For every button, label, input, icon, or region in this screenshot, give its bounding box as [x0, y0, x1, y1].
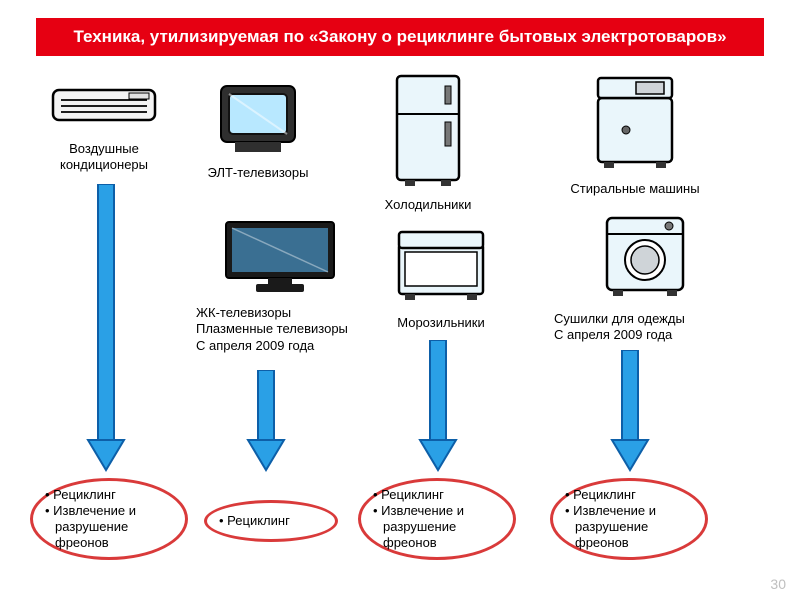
- arrow-ac: [84, 184, 128, 472]
- outcome-c: РециклингИзвлечение иразрушениефреонов: [358, 478, 516, 560]
- node-washer: Стиральные машины: [560, 72, 710, 197]
- page-number: 30: [770, 576, 786, 592]
- ac-icon: [49, 84, 159, 132]
- freezer-icon: [391, 226, 491, 306]
- washer-icon: [590, 72, 680, 172]
- outcome-a: РециклингИзвлечение иразрушениефреонов: [30, 478, 188, 560]
- arrow-fridge: [416, 340, 460, 472]
- node-freezer: Морозильники: [376, 226, 506, 331]
- freezer-caption: Морозильники: [376, 315, 506, 331]
- node-ac: Воздушныекондиционеры: [44, 84, 164, 174]
- flat-caption: ЖК-телевизорыПлазменные телевизорыС апре…: [196, 305, 370, 354]
- washer-caption: Стиральные машины: [560, 181, 710, 197]
- title-bar: Техника, утилизируемая по «Закону о реци…: [36, 18, 764, 56]
- ac-caption: Воздушныекондиционеры: [44, 141, 164, 174]
- dryer-icon: [599, 210, 691, 302]
- node-flat: ЖК-телевизорыПлазменные телевизорыС апре…: [190, 216, 370, 354]
- outcome-d: РециклингИзвлечение иразрушениефреонов: [550, 478, 708, 560]
- crt-tv-icon: [213, 78, 303, 156]
- fridge-icon: [389, 72, 467, 188]
- arrow-tv: [244, 370, 288, 472]
- title-text: Техника, утилизируемая по «Закону о реци…: [73, 27, 726, 46]
- outcome-b: Рециклинг: [204, 500, 338, 542]
- crt-caption: ЭЛТ-телевизоры: [198, 165, 318, 181]
- dryer-caption: Сушилки для одеждыС апреля 2009 года: [554, 311, 730, 344]
- fridge-caption: Холодильники: [368, 197, 488, 213]
- node-fridge: Холодильники: [368, 72, 488, 213]
- arrow-dryer: [608, 350, 652, 472]
- node-dryer: Сушилки для одеждыС апреля 2009 года: [560, 210, 730, 344]
- flat-tv-icon: [220, 216, 340, 296]
- node-crt: ЭЛТ-телевизоры: [198, 78, 318, 181]
